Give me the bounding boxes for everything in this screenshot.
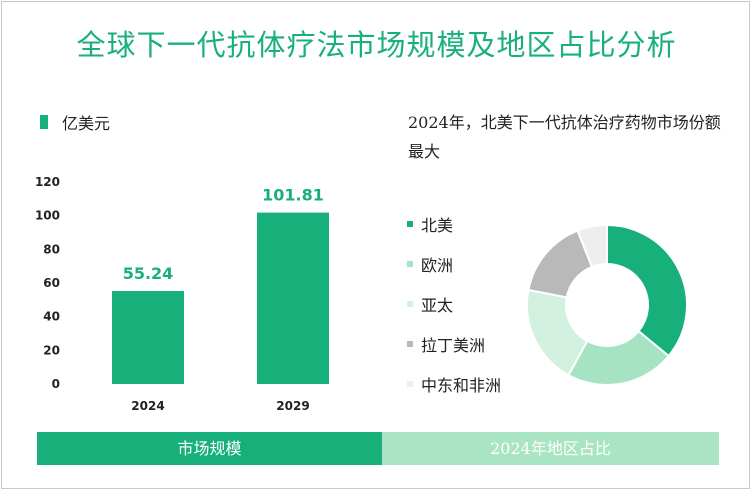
y-tick-label: 80: [43, 242, 60, 256]
legend-label: 拉丁美洲: [421, 336, 486, 355]
legend-swatch: [407, 301, 413, 307]
bar-value-label: 101.81: [262, 186, 324, 205]
region-note: 2024年，北美下一代抗体治疗药物市场份额最大: [408, 113, 721, 161]
bar-legend: 亿美元: [40, 110, 110, 134]
legend-label: 北美: [421, 216, 454, 235]
region-legend-item: 欧洲: [407, 252, 453, 276]
region-legend-item: 拉丁美洲: [407, 332, 485, 356]
bar-2024: [112, 291, 184, 384]
y-tick-label: 100: [35, 209, 60, 223]
legend-label: 欧洲: [421, 256, 454, 275]
donut-slice-0: [606, 223, 688, 358]
legend-swatch: [407, 221, 413, 227]
y-tick-label: 40: [43, 310, 60, 324]
region-legend-item: 中东和非洲: [407, 372, 501, 396]
y-tick-label: 60: [43, 276, 60, 290]
region-legend-item: 亚太: [407, 292, 453, 316]
bar-2029: [257, 212, 329, 384]
x-tick-label: 2029: [276, 399, 309, 413]
legend-swatch: [407, 261, 413, 267]
y-tick-label: 0: [52, 377, 60, 391]
bar-value-label: 55.24: [123, 264, 174, 283]
bar-legend-swatch: [40, 115, 48, 129]
footer-market-size: 市场规模: [37, 432, 382, 465]
y-tick-label: 120: [35, 175, 60, 189]
x-tick-label: 2024: [131, 399, 164, 413]
legend-label: 亚太: [421, 296, 454, 315]
region-legend-item: 北美: [407, 212, 453, 236]
bar-legend-label: 亿美元: [62, 114, 111, 133]
y-tick-label: 20: [43, 343, 60, 357]
footer-region-share: 2024年地区占比: [382, 432, 719, 465]
bar-chart: 0 20 40 60 80 100 120 55.24 2024 101.81 2029: [35, 175, 329, 413]
donut-chart: [526, 223, 688, 386]
page-title: 全球下一代抗体疗法市场规模及地区占比分析: [76, 28, 677, 62]
donut-slice-4: [576, 223, 608, 269]
legend-swatch: [407, 341, 413, 347]
legend-label: 中东和非洲: [421, 376, 502, 395]
legend-swatch: [407, 381, 413, 387]
